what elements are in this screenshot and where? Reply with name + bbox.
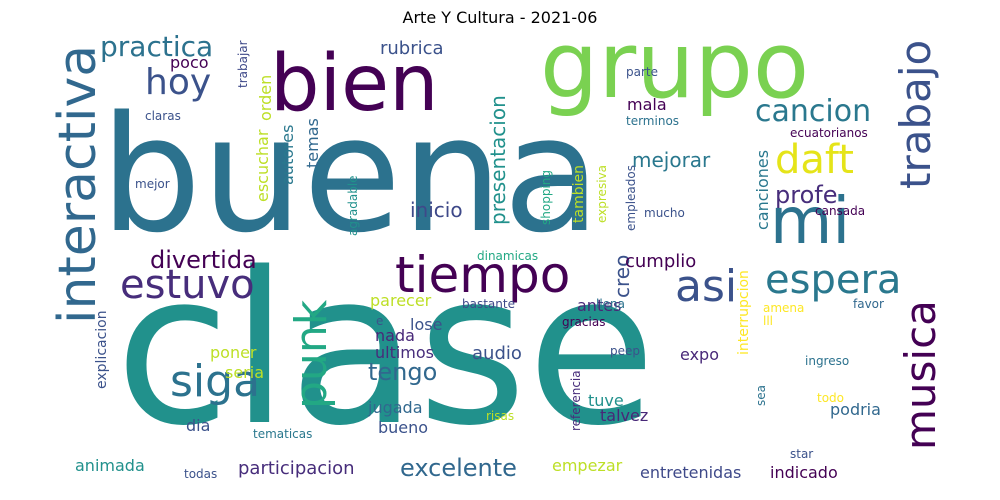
word-peep: peep bbox=[610, 345, 640, 357]
word-ingreso: ingreso bbox=[805, 355, 849, 367]
word-ultimos: ultimos bbox=[375, 345, 434, 361]
word-daft: daft bbox=[775, 140, 854, 180]
word-dia: dia bbox=[186, 418, 210, 434]
word-empleados: empleados bbox=[625, 165, 637, 231]
word-talvez: talvez bbox=[600, 408, 648, 424]
word-temas: temas bbox=[305, 118, 321, 168]
word-canciones: canciones bbox=[755, 150, 771, 230]
word-shopping: shopping bbox=[540, 170, 552, 225]
word-espera: espera bbox=[765, 260, 901, 300]
word-cancion: cancion bbox=[755, 97, 871, 127]
word-autores: autores bbox=[280, 125, 296, 185]
word-todas: todas bbox=[184, 468, 217, 480]
word-punk: punk bbox=[290, 300, 334, 409]
word-favor: favor bbox=[853, 298, 884, 310]
word-interrupcion: interrupcion bbox=[737, 270, 751, 355]
word-lose: lose bbox=[410, 317, 442, 333]
word-orden: orden bbox=[258, 75, 274, 121]
word-interactiva: interactiva bbox=[52, 45, 104, 324]
word-gracias: gracias bbox=[562, 316, 605, 328]
word-nada: nada bbox=[375, 328, 415, 344]
word-divertida: divertida bbox=[150, 248, 257, 272]
word-empezar: empezar bbox=[552, 458, 622, 474]
word-animada: animada bbox=[75, 458, 145, 474]
word-trabajar: trabajar bbox=[237, 40, 249, 88]
word-poco: poco bbox=[170, 55, 209, 71]
word-tengo: tengo bbox=[368, 360, 437, 384]
word-bastante: bastante bbox=[462, 298, 515, 310]
word-presentacion: presentacion bbox=[488, 95, 508, 225]
word-todo: todo bbox=[817, 392, 844, 404]
word-participacion: participacion bbox=[238, 460, 355, 478]
word-excelente: excelente bbox=[400, 456, 517, 480]
word-cumplio: cumplio bbox=[625, 253, 696, 271]
word-claras: claras bbox=[145, 110, 181, 122]
word-tematicas: tematicas bbox=[253, 428, 312, 440]
word-parte: parte bbox=[626, 66, 658, 78]
word-entretenidas: entretenidas bbox=[640, 465, 741, 481]
word-llena: llena bbox=[596, 298, 625, 310]
word-mejorar: mejorar bbox=[632, 150, 710, 170]
word-terminos: terminos bbox=[626, 115, 679, 127]
word-lll: lll bbox=[763, 315, 773, 327]
word-amena: amena bbox=[763, 302, 804, 314]
word-expresiva: expresiva bbox=[596, 165, 608, 223]
word-dinamicas: dinamicas bbox=[477, 250, 538, 262]
word-seria: seria bbox=[225, 365, 264, 381]
word-agradable: agradable bbox=[347, 175, 359, 236]
word-star: star bbox=[790, 448, 813, 460]
word-rubrica: rubrica bbox=[380, 40, 444, 58]
word-mejor: mejor bbox=[135, 178, 170, 190]
word-explicacion: explicacion bbox=[95, 310, 109, 389]
word-tuve: tuve bbox=[588, 393, 624, 409]
word-tambien: tambien bbox=[572, 165, 586, 223]
word-mucho: mucho bbox=[644, 207, 685, 219]
word-poner: poner bbox=[210, 345, 257, 361]
word-expo: expo bbox=[680, 347, 719, 363]
word-parecer: parecer bbox=[370, 293, 431, 309]
word-e: e bbox=[376, 315, 383, 327]
word-indicado: indicado bbox=[770, 465, 838, 481]
word-risas: risas bbox=[486, 410, 514, 422]
word-jugada: jugada bbox=[368, 400, 423, 416]
word-ecuatorianos: ecuatorianos bbox=[790, 127, 868, 139]
word-musica: musica bbox=[900, 300, 942, 450]
word-audio: audio bbox=[472, 345, 522, 363]
word-sea: sea bbox=[755, 385, 767, 406]
word-escuchar: escuchar bbox=[255, 130, 271, 202]
word-referencia: referencia bbox=[570, 370, 582, 431]
word-mala: mala bbox=[627, 97, 667, 113]
word-trabajo: trabajo bbox=[895, 40, 937, 189]
word-inicio: inicio bbox=[410, 200, 463, 220]
word-cansada: cansada bbox=[815, 205, 865, 217]
word-bueno: bueno bbox=[378, 420, 428, 436]
